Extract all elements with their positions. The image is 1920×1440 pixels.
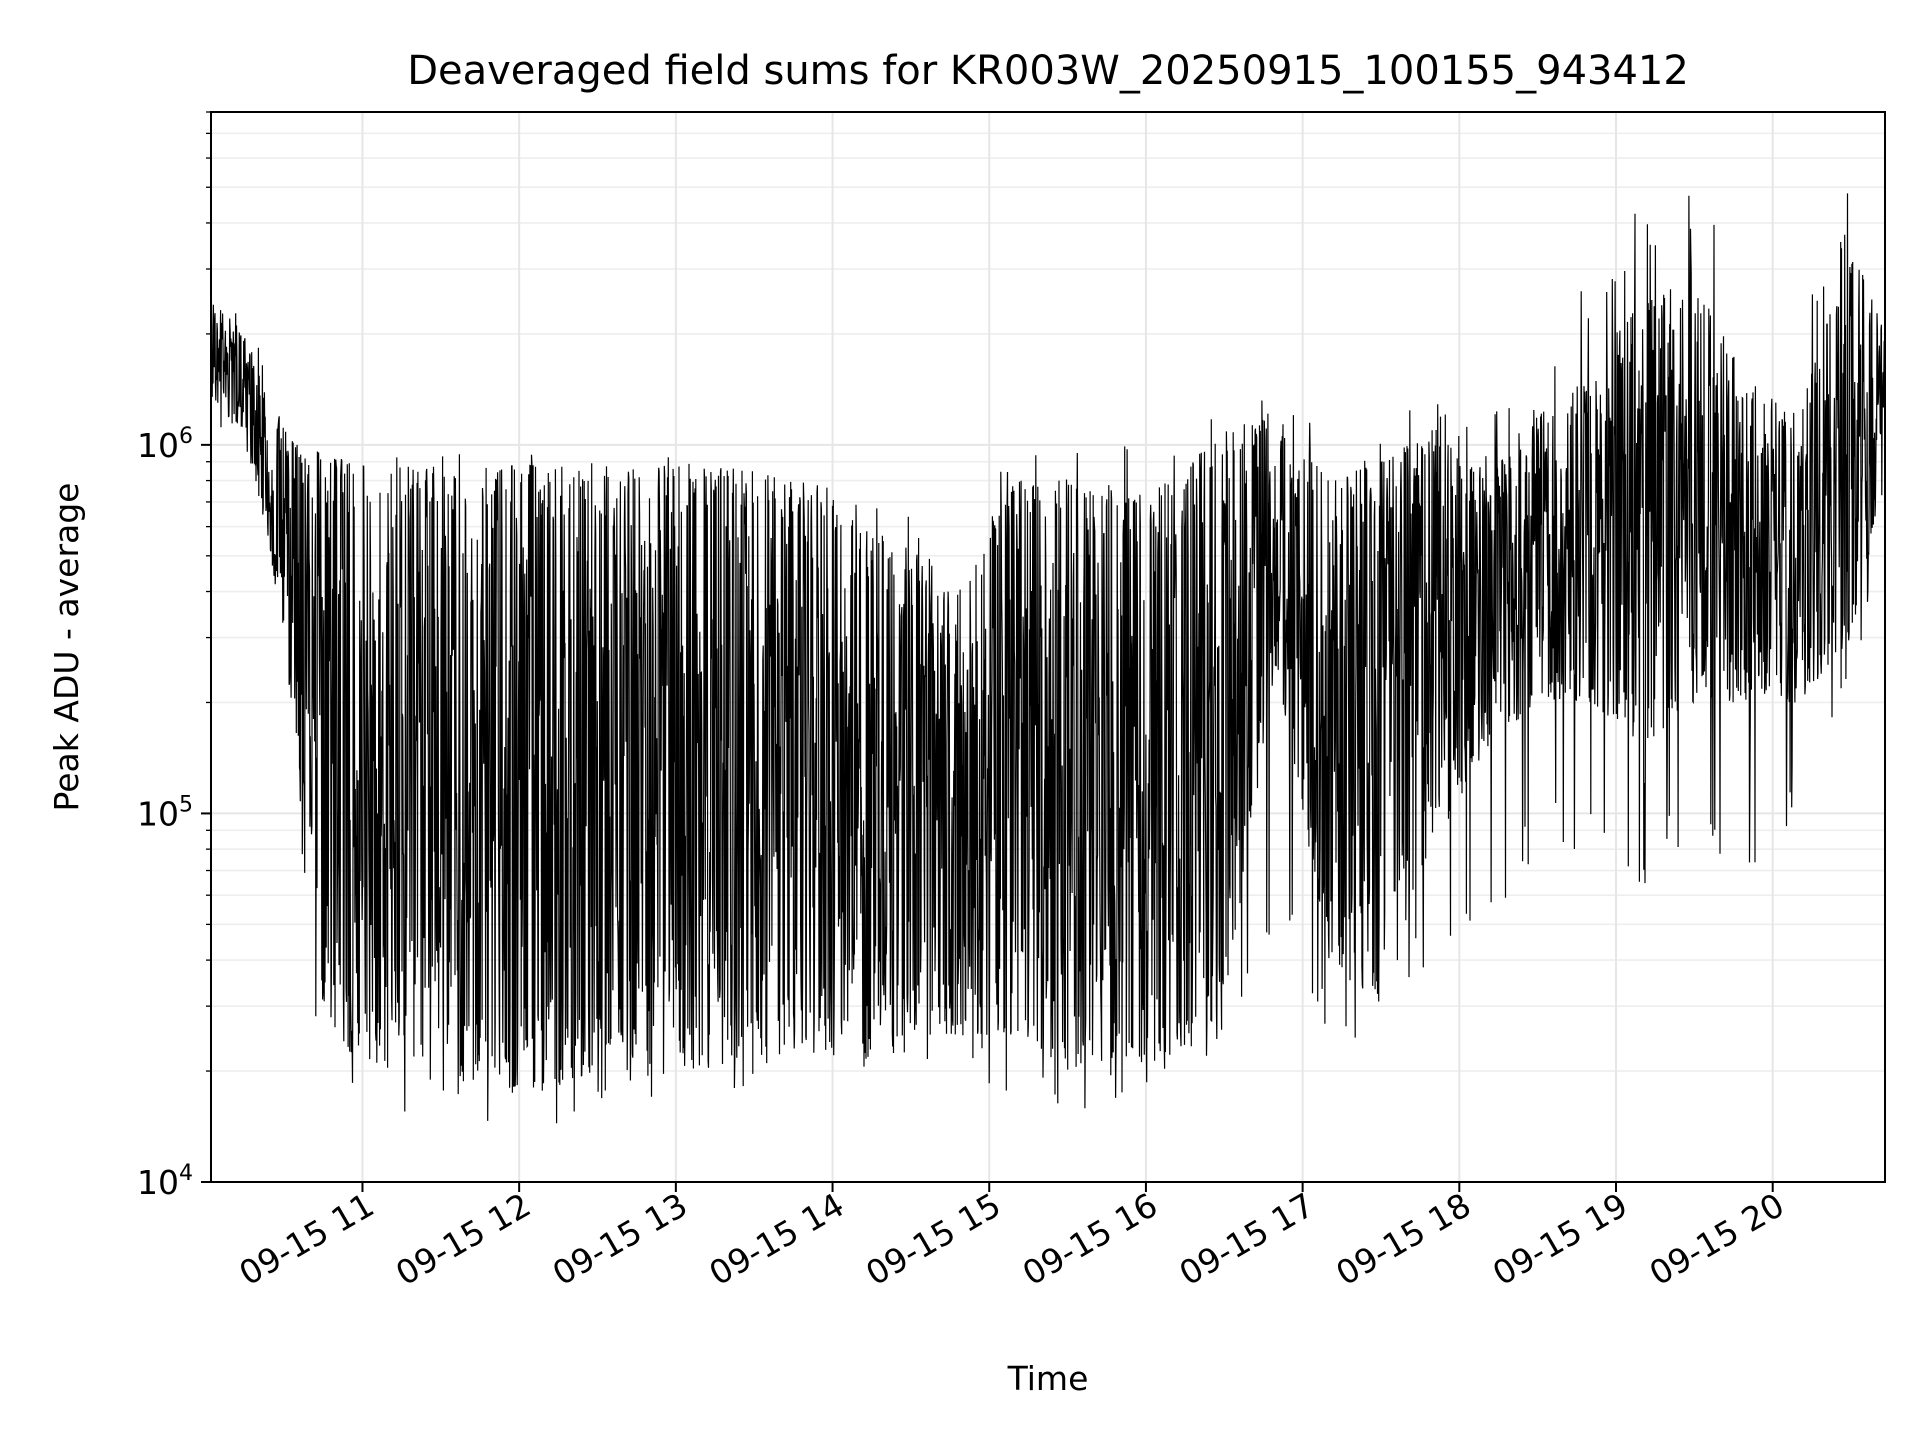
- x-tick-label: 09-15 20: [1643, 1185, 1791, 1293]
- series-line-container: [210, 193, 1886, 1124]
- y-tick-label: 106: [137, 424, 193, 465]
- x-tick-label: 09-15 15: [859, 1185, 1007, 1293]
- x-tick-label: 09-15 14: [703, 1185, 851, 1293]
- x-tick-label: 09-15 16: [1016, 1185, 1164, 1293]
- x-tick-label: 09-15 19: [1486, 1185, 1634, 1293]
- y-axis: 104 105 106: [137, 111, 211, 1202]
- chart-title: Deaveraged field sums for KR003W_2025091…: [407, 48, 1689, 94]
- y-tick-label: 105: [137, 792, 193, 833]
- series-line: [210, 193, 1886, 1124]
- plot-frame: [210, 111, 1886, 1183]
- x-axis: 09-15 11 09-15 12 09-15 13 09-15 14 09-15 15…: [232, 1182, 1791, 1293]
- x-tick-label: 09-15 13: [546, 1185, 694, 1293]
- y-axis-label: Peak ADU - average: [47, 483, 86, 812]
- x-tick-label: 09-15 11: [232, 1185, 380, 1293]
- x-tick-label: 09-15 17: [1173, 1185, 1321, 1293]
- x-axis-label: Time: [1007, 1359, 1089, 1398]
- x-tick-label: 09-15 12: [389, 1185, 537, 1293]
- y-tick-label: 104: [137, 1161, 193, 1202]
- x-tick-label: 09-15 18: [1329, 1185, 1477, 1293]
